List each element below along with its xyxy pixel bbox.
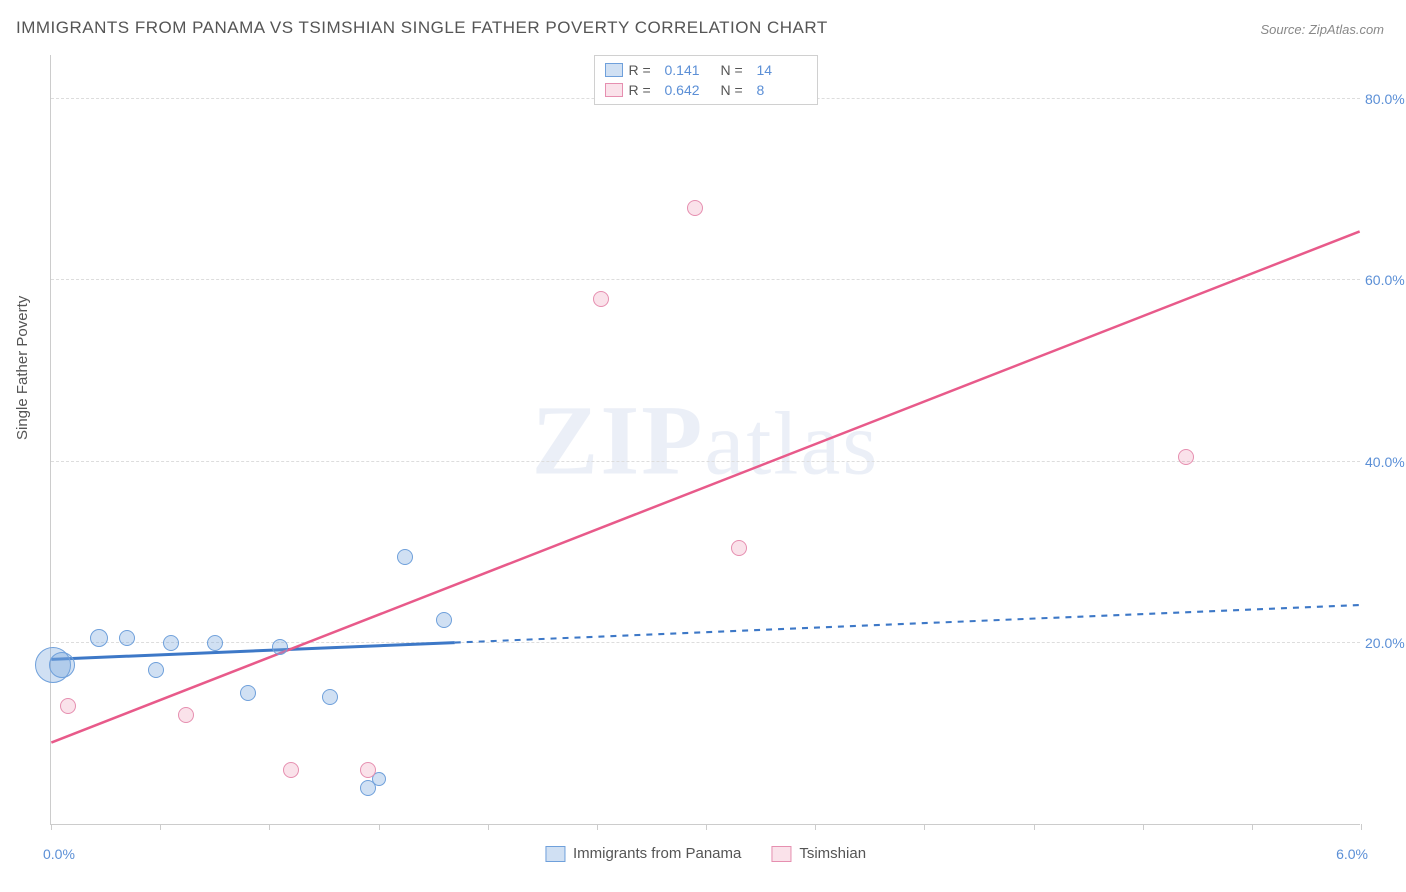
data-point (397, 549, 413, 565)
data-point (731, 540, 747, 556)
data-point (322, 689, 338, 705)
data-point (178, 707, 194, 723)
trend-line-solid (51, 643, 454, 660)
legend-n-value: 14 (757, 62, 807, 78)
legend-correlation: R = 0.141 N = 14 R = 0.642 N = 8 (594, 55, 818, 105)
data-point (148, 662, 164, 678)
x-tick (597, 824, 598, 830)
x-tick (706, 824, 707, 830)
x-tick (269, 824, 270, 830)
legend-series-label: Immigrants from Panama (573, 845, 741, 862)
gridline: 60.0% (51, 279, 1360, 280)
watermark-rest: atlas (704, 394, 879, 493)
legend-series: Immigrants from Panama Tsimshian (545, 845, 866, 862)
legend-series-item: Tsimshian (771, 845, 866, 862)
legend-swatch (605, 83, 623, 97)
gridline: 20.0% (51, 642, 1360, 643)
trend-line-solid (51, 231, 1359, 742)
legend-r-label: R = (629, 82, 659, 98)
y-tick-label: 60.0% (1365, 272, 1406, 288)
y-axis-title: Single Father Poverty (14, 296, 31, 440)
x-tick (1143, 824, 1144, 830)
watermark-bold: ZIP (532, 384, 705, 495)
data-point (163, 635, 179, 651)
x-tick (1034, 824, 1035, 830)
x-tick (379, 824, 380, 830)
x-axis-max-label: 6.0% (1336, 846, 1368, 862)
data-point (283, 762, 299, 778)
x-axis-min-label: 0.0% (43, 846, 75, 862)
data-point (272, 639, 288, 655)
data-point (436, 612, 452, 628)
data-point (207, 635, 223, 651)
legend-n-label: N = (721, 82, 751, 98)
x-tick (815, 824, 816, 830)
chart-title: IMMIGRANTS FROM PANAMA VS TSIMSHIAN SING… (16, 18, 828, 38)
source-label: Source: ZipAtlas.com (1260, 22, 1384, 37)
x-tick (924, 824, 925, 830)
chart-area: ZIPatlas 20.0%40.0%60.0%80.0% R =0.141N … (50, 55, 1360, 825)
legend-r-value: 0.642 (665, 82, 715, 98)
data-point (119, 630, 135, 646)
data-point (60, 698, 76, 714)
data-point (1178, 449, 1194, 465)
x-tick (160, 824, 161, 830)
x-tick (51, 824, 52, 830)
legend-r-label: R = (629, 62, 659, 78)
trend-line-dashed (455, 605, 1360, 643)
x-tick (1361, 824, 1362, 830)
y-tick-label: 80.0% (1365, 91, 1406, 107)
x-tick (1252, 824, 1253, 830)
legend-series-label: Tsimshian (799, 845, 866, 862)
legend-correlation-row: R = 0.141 N = 14 (605, 60, 807, 80)
legend-swatch (545, 846, 565, 862)
x-tick (488, 824, 489, 830)
legend-series-item: Immigrants from Panama (545, 845, 741, 862)
legend-n-label: N = (721, 62, 751, 78)
data-point (90, 629, 108, 647)
data-point (240, 685, 256, 701)
legend-correlation-row: R = 0.642 N = 8 (605, 80, 807, 100)
legend-swatch (605, 63, 623, 77)
legend-r-value: 0.141 (665, 62, 715, 78)
data-point (49, 652, 75, 678)
y-tick-label: 20.0% (1365, 635, 1406, 651)
data-point (593, 291, 609, 307)
trend-lines (51, 55, 1360, 824)
legend-swatch (771, 846, 791, 862)
data-point (360, 762, 376, 778)
gridline: 40.0% (51, 461, 1360, 462)
data-point (687, 200, 703, 216)
y-tick-label: 40.0% (1365, 454, 1406, 470)
watermark: ZIPatlas (532, 382, 880, 497)
legend-n-value: 8 (757, 82, 807, 98)
